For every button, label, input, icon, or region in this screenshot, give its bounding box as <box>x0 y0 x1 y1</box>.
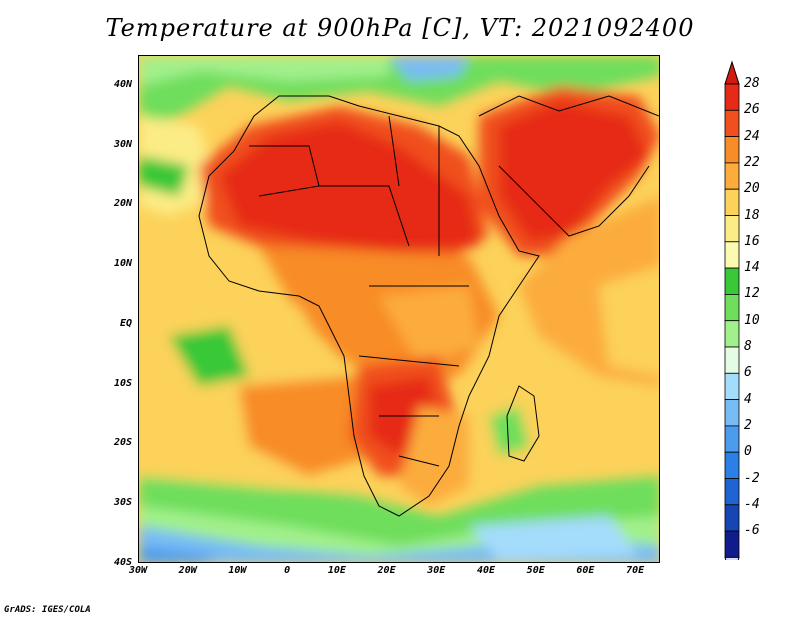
lon-tick-label: 20W <box>178 565 197 576</box>
lat-tick-label: 10N <box>113 258 132 270</box>
colorbar-swatch <box>724 241 740 269</box>
colorbar-swatch <box>724 188 740 216</box>
lat-tick-label: 40N <box>113 78 132 90</box>
lat-tick-label: 20S <box>113 437 132 449</box>
colorbar-label: -4 <box>744 496 760 512</box>
colorbar-label: 8 <box>744 339 752 354</box>
temperature-field <box>139 56 659 562</box>
temperature-map <box>139 56 659 562</box>
colorbar-swatch <box>724 293 740 322</box>
lon-tick-label: 20E <box>377 565 396 576</box>
colorbar-swatch <box>724 320 740 348</box>
lon-tick-label: 60E <box>576 565 595 576</box>
colorbar-swatch <box>724 372 740 400</box>
lon-tick-label: 40E <box>476 565 496 576</box>
lon-tick-label: 50E <box>526 565 545 576</box>
colorbar-label: -6 <box>744 523 760 539</box>
lon-tick-label: 0 <box>284 565 291 576</box>
colorbar-swatch <box>724 399 740 427</box>
lon-tick-label: 30W <box>128 565 148 576</box>
colorbar-label: 28 <box>744 76 760 91</box>
lat-tick-label: 20N <box>113 198 132 210</box>
colorbar-bottom-arrow <box>724 556 740 560</box>
lat-tick-label: 30N <box>113 138 132 150</box>
colorbar-swatch <box>724 504 740 532</box>
colorbar-label: 2 <box>744 417 752 433</box>
map-panel <box>138 55 660 563</box>
lat-tick-label: 40S <box>113 557 132 568</box>
colorbar-swatch <box>724 425 740 453</box>
colorbar-label: -2 <box>744 470 760 486</box>
chart-title: Temperature at 900hPa [C], VT: 202109240… <box>105 14 695 42</box>
colorbar-label: 0 <box>744 444 752 460</box>
colorbar-swatch <box>724 162 740 190</box>
colorbar-label: 10 <box>744 312 760 328</box>
lon-tick-label: 10W <box>228 565 247 576</box>
colorbar-label: 18 <box>744 207 760 223</box>
coastlines <box>198 95 659 517</box>
colorbar-label: 16 <box>744 233 760 249</box>
colorbar-swatch <box>724 109 740 137</box>
colorbar-swatch <box>724 136 740 164</box>
colorbar-swatch <box>724 215 740 243</box>
colorbar-swatch <box>724 451 740 479</box>
lat-tick-label: 30S <box>113 497 132 509</box>
colorbar <box>724 60 740 560</box>
colorbar-top-arrow <box>724 60 740 85</box>
colorbar-swatch <box>724 478 740 506</box>
colorbar-label: 26 <box>744 102 760 118</box>
lon-tick-label: 70E <box>626 565 645 576</box>
colorbar-label: 4 <box>744 391 752 407</box>
lat-tick-label: EQ <box>119 317 132 329</box>
lon-tick-label: 10E <box>327 565 346 576</box>
colorbar-label: 6 <box>744 365 752 381</box>
colorbar-label: 20 <box>744 181 760 197</box>
colorbar-label: 22 <box>744 154 760 170</box>
colorbar-swatch <box>724 530 740 558</box>
colorbar-label: 12 <box>744 286 760 302</box>
lon-tick-label: 30E <box>427 565 446 576</box>
credit-text: GrADS: IGES/COLA <box>4 605 91 615</box>
lat-tick-label: 10S <box>113 377 132 389</box>
colorbar-swatch <box>724 267 740 295</box>
colorbar-label: 14 <box>744 260 760 276</box>
colorbar-label: 24 <box>744 128 760 144</box>
colorbar-swatch <box>724 83 740 111</box>
colorbar-swatch <box>724 346 740 374</box>
